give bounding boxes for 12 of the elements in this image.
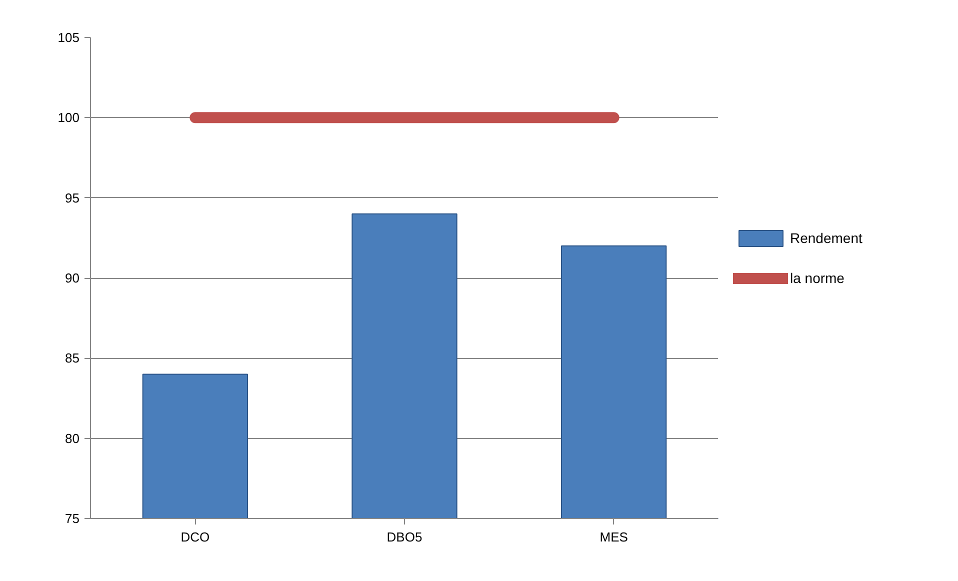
x-tick-label: DBO5 (386, 530, 422, 544)
legend-label: la norme (790, 270, 844, 286)
y-tick-label: 90 (65, 270, 80, 286)
y-tick-label: 100 (58, 110, 80, 126)
y-tick-label: 75 (65, 511, 80, 526)
y-tick-label: 105 (58, 30, 80, 45)
y-tick-label: 95 (65, 190, 80, 206)
y-tick-label: 85 (65, 350, 80, 366)
legend-label: Rendement (790, 230, 862, 246)
x-tick-label: MES (600, 530, 628, 544)
y-tick-label: 80 (65, 430, 80, 446)
x-tick-label: DCO (180, 530, 210, 544)
